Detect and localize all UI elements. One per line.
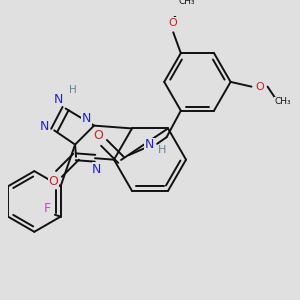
Text: N: N bbox=[82, 112, 91, 124]
Text: CH₃: CH₃ bbox=[178, 0, 195, 6]
Text: N: N bbox=[145, 138, 154, 151]
Text: N: N bbox=[53, 93, 63, 106]
Text: O: O bbox=[93, 129, 103, 142]
Text: N: N bbox=[92, 163, 102, 176]
Text: N: N bbox=[40, 120, 50, 133]
Text: H: H bbox=[158, 146, 166, 155]
Text: O: O bbox=[256, 82, 264, 92]
Text: O: O bbox=[48, 175, 58, 188]
Text: F: F bbox=[44, 202, 51, 214]
Text: CH₃: CH₃ bbox=[274, 97, 291, 106]
Text: O: O bbox=[169, 18, 178, 28]
Text: H: H bbox=[69, 85, 77, 94]
